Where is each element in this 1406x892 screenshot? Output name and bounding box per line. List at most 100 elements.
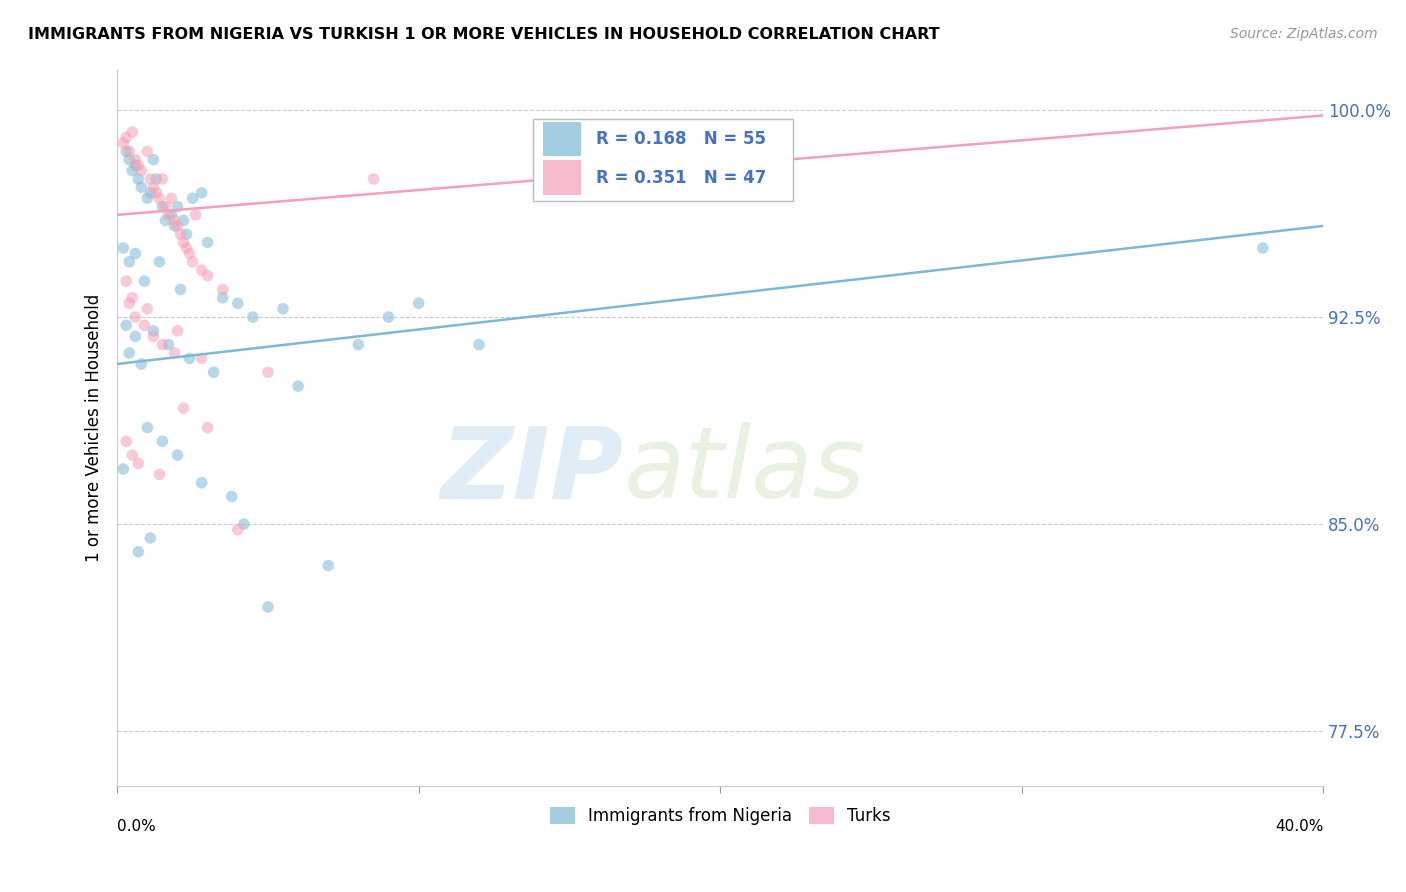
Point — [316, 558, 339, 573]
Legend: Immigrants from Nigeria, Turks: Immigrants from Nigeria, Turks — [543, 800, 897, 832]
Point — [152, 172, 174, 186]
Point — [169, 227, 191, 242]
Point — [121, 448, 143, 462]
Text: R = 0.351   N = 47: R = 0.351 N = 47 — [596, 169, 766, 186]
Point — [166, 324, 188, 338]
Point — [155, 200, 177, 214]
Point — [134, 318, 156, 333]
Text: R = 0.168   N = 55: R = 0.168 N = 55 — [596, 130, 766, 148]
Point — [184, 208, 207, 222]
FancyBboxPatch shape — [543, 161, 582, 194]
Point — [176, 241, 198, 255]
Point — [152, 337, 174, 351]
Point — [166, 448, 188, 462]
Point — [142, 329, 165, 343]
Point — [118, 255, 141, 269]
Point — [148, 191, 170, 205]
Point — [121, 125, 143, 139]
Point — [190, 186, 212, 200]
Text: 40.0%: 40.0% — [1275, 819, 1323, 834]
Point — [118, 145, 141, 159]
Point — [257, 599, 280, 614]
Point — [363, 172, 385, 186]
Point — [152, 200, 174, 214]
Point — [136, 145, 159, 159]
Text: 0.0%: 0.0% — [117, 819, 156, 834]
Point — [176, 227, 198, 242]
Point — [190, 351, 212, 366]
Point — [160, 208, 183, 222]
Point — [166, 219, 188, 233]
Point — [136, 301, 159, 316]
Point — [226, 296, 249, 310]
Point — [142, 180, 165, 194]
Point — [139, 172, 162, 186]
Point — [408, 296, 430, 310]
Text: Source: ZipAtlas.com: Source: ZipAtlas.com — [1230, 27, 1378, 41]
Point — [131, 180, 153, 194]
Point — [190, 263, 212, 277]
Point — [118, 296, 141, 310]
Point — [131, 357, 153, 371]
Point — [468, 337, 491, 351]
Point — [271, 301, 294, 316]
Point — [124, 246, 146, 260]
Point — [173, 235, 195, 250]
Point — [179, 246, 201, 260]
Point — [124, 153, 146, 167]
Point — [136, 420, 159, 434]
Point — [131, 163, 153, 178]
Point — [226, 523, 249, 537]
Point — [115, 274, 138, 288]
Point — [118, 346, 141, 360]
Point — [166, 200, 188, 214]
Point — [134, 274, 156, 288]
Point — [157, 208, 180, 222]
Point — [124, 329, 146, 343]
Point — [136, 191, 159, 205]
Point — [145, 186, 167, 200]
Point — [221, 490, 243, 504]
Point — [197, 268, 219, 283]
Point — [127, 457, 149, 471]
Point — [142, 153, 165, 167]
Point — [169, 282, 191, 296]
Point — [124, 310, 146, 324]
Point — [157, 337, 180, 351]
FancyBboxPatch shape — [533, 119, 793, 202]
Point — [160, 191, 183, 205]
Point — [197, 235, 219, 250]
Point — [148, 255, 170, 269]
Point — [211, 282, 233, 296]
Point — [112, 136, 135, 150]
Point — [179, 351, 201, 366]
Point — [202, 365, 225, 379]
Point — [377, 310, 399, 324]
Y-axis label: 1 or more Vehicles in Household: 1 or more Vehicles in Household — [86, 293, 103, 562]
Point — [1251, 241, 1274, 255]
Point — [181, 255, 204, 269]
Point — [139, 531, 162, 545]
Point — [181, 191, 204, 205]
FancyBboxPatch shape — [543, 121, 582, 156]
Point — [190, 475, 212, 490]
Point — [139, 186, 162, 200]
Text: ZIP: ZIP — [440, 422, 624, 519]
Point — [115, 130, 138, 145]
Point — [112, 241, 135, 255]
Point — [127, 158, 149, 172]
Point — [173, 401, 195, 416]
Point — [257, 365, 280, 379]
Point — [118, 153, 141, 167]
Point — [163, 213, 186, 227]
Point — [124, 158, 146, 172]
Point — [347, 337, 370, 351]
Point — [148, 467, 170, 482]
Point — [127, 172, 149, 186]
Point — [211, 291, 233, 305]
Point — [163, 346, 186, 360]
Point — [287, 379, 309, 393]
Point — [197, 420, 219, 434]
Point — [173, 213, 195, 227]
Text: atlas: atlas — [624, 422, 865, 519]
